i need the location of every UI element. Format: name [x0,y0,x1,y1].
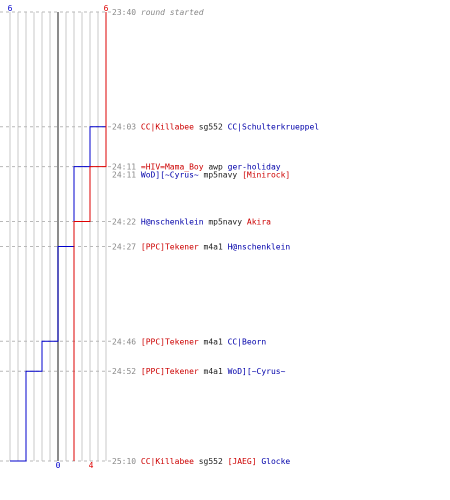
red-end-count: 4 [89,461,94,470]
event-entry: 24:11 =HIV=Mama_Boy awp ger-holiday [112,163,281,172]
event-segment: [JAEG] [228,457,257,466]
event-segment: sg552 [194,123,228,132]
event-segment: m4a1 [199,337,228,346]
event-segment: =HIV=Mama_Boy [141,163,204,172]
event-time: 24:52 [112,367,141,376]
event-segment: m4a1 [199,242,228,251]
red-start-count: 6 [104,4,109,13]
event-entry: 24:22 H@nschenklein mp5navy Akira [112,218,271,227]
blue-end-count: 0 [56,461,61,470]
event-time: 23:40 [112,8,141,17]
event-segment: mp5navy [199,171,242,180]
event-segment: Akira [247,218,271,227]
chart-grid [9,12,107,461]
blue-start-count: 6 [8,4,13,13]
event-time: 24:11 [112,163,141,172]
event-segment: [Minirock] [242,171,290,180]
event-entry: 24:27 [PPC]Tekener m4a1 H@nschenklein [112,242,290,251]
event-segment: m4a1 [199,367,228,376]
event-segment: CC|Schulterkrueppel [228,123,320,132]
event-segment: H@nschenklein [228,242,291,251]
team-count-labels: 6 6 0 4 [8,4,109,470]
event-segment: mp5navy [204,218,247,227]
event-segment: ger-holiday [228,163,281,172]
event-time: 25:10 [112,457,141,466]
event-entry: 24:52 [PPC]Tekener m4a1 WoD][~Cyrus~ [112,367,286,376]
event-time: 24:46 [112,337,141,346]
event-entry: 24:03 CC|Killabee sg552 CC|Schulterkruep… [112,123,319,132]
event-time: 24:22 [112,218,141,227]
blue-team-series [10,12,107,462]
event-segment: [PPC]Tekener [141,337,199,346]
event-segment: CC|Killabee [141,123,194,132]
event-entry: 25:10 CC|Killabee sg552 [JAEG] Glocke [112,457,290,466]
event-time: 24:11 [112,171,141,180]
event-segment: WoD][~Cyrus~ [141,171,199,180]
event-segment: CC|Beorn [228,337,267,346]
event-time: 24:27 [112,242,141,251]
event-segment: [PPC]Tekener [141,242,199,251]
event-time: 24:03 [112,123,141,132]
event-segment: Glocke [257,457,291,466]
red-team-series [73,12,107,461]
event-segment: awp [204,163,228,172]
event-entry: 24:46 [PPC]Tekener m4a1 CC|Beorn [112,337,266,346]
event-entry: 24:11 WoD][~Cyrus~ mp5navy [Minirock] [112,171,290,180]
event-log: 23:40 round started 24:03 CC|Killabee sg5… [112,8,319,466]
event-segment: sg552 [194,457,228,466]
event-guide-lines [0,11,112,462]
event-segment: [PPC]Tekener [141,367,199,376]
event-segment: H@nschenklein [141,218,204,227]
event-segment: CC|Killabee [141,457,194,466]
event-segment: WoD][~Cyrus~ [228,367,286,376]
team-series [10,12,107,462]
event-segment: round started [141,8,204,17]
event-entry: 23:40 round started [112,8,204,17]
